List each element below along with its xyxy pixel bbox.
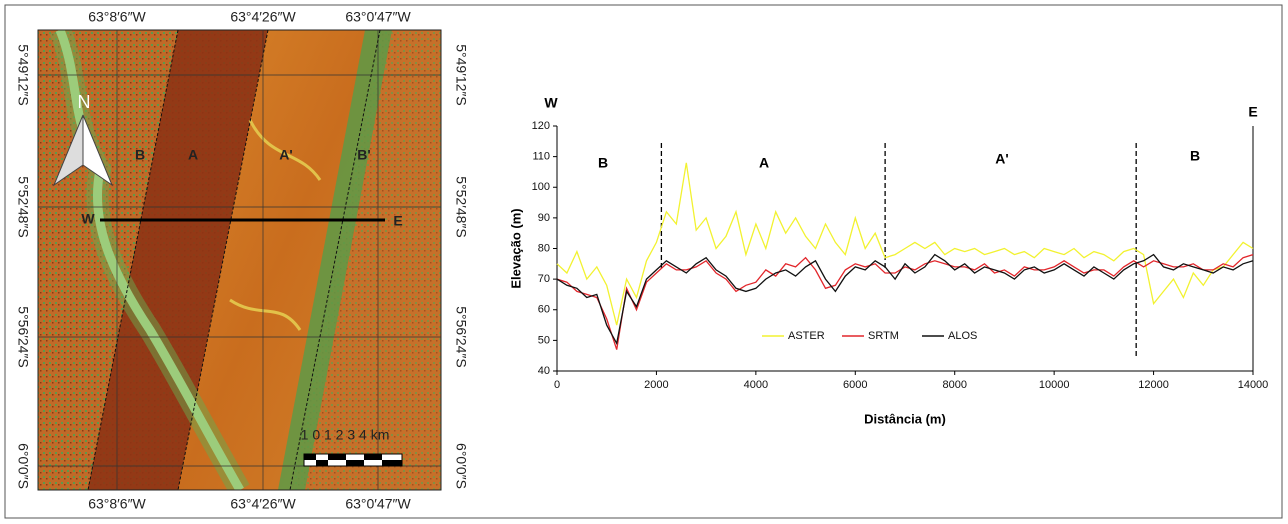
annotation: B — [1190, 148, 1200, 164]
north-label: N — [78, 92, 91, 112]
map-left-label: 5°49′12″S — [15, 44, 31, 105]
y-tick-label: 110 — [532, 151, 550, 163]
map-bottom-label: 63°0′47″W — [345, 496, 411, 512]
map-zone-label: A' — [279, 147, 292, 163]
x-tick-label: 14000 — [1238, 379, 1269, 391]
scene-boundaries — [87, 29, 381, 491]
transect-label: E — [393, 213, 402, 229]
map-right-label: 5°52′48″S — [453, 176, 469, 237]
x-tick-label: 2000 — [644, 379, 668, 391]
legend-label: ALOS — [948, 330, 977, 342]
map-right-label: 5°56′24″S — [453, 306, 469, 367]
map-top-label: 63°0′47″W — [345, 9, 411, 25]
y-tick-label: 120 — [532, 120, 550, 132]
y-tick-label: 40 — [538, 365, 550, 377]
series-line — [556, 253, 1254, 346]
map-bottom-label: 63°4′26″W — [230, 496, 296, 512]
transect-label: W — [81, 211, 95, 227]
series-line — [556, 162, 1254, 326]
map-right-label: 5°49′12″S — [453, 44, 469, 105]
y-tick-label: 80 — [538, 242, 550, 254]
map-zone-label: B' — [357, 147, 370, 163]
legend-label: ASTER — [788, 330, 825, 342]
y-tick-label: 90 — [538, 212, 550, 224]
map-left-label: 5°52′48″S — [15, 176, 31, 237]
x-tick-label: 0 — [554, 379, 560, 391]
x-tick-label: 8000 — [942, 379, 966, 391]
x-tick-label: 10000 — [1039, 379, 1070, 391]
graticule — [38, 30, 441, 490]
y-tick-label: 60 — [538, 304, 550, 316]
y-axis-title: Elevação (m) — [508, 208, 523, 288]
north-arrow — [52, 114, 114, 187]
annotation: W — [544, 95, 558, 111]
map-left-label: 5°56′24″S — [15, 306, 31, 367]
map-image — [38, 30, 441, 490]
map-frame — [37, 29, 442, 491]
map-top-label: 63°4′26″W — [230, 9, 296, 25]
map-left-label: 6°0′0″S — [15, 443, 31, 489]
map-bottom-label: 63°8′6″W — [88, 496, 146, 512]
x-tick-label: 6000 — [843, 379, 867, 391]
y-tick-label: 70 — [538, 273, 550, 285]
legend-label: SRTM — [868, 330, 899, 342]
annotation: E — [1248, 104, 1257, 120]
map-zone-label: A — [188, 147, 198, 163]
scale-bar — [303, 453, 403, 467]
annotation: A — [759, 155, 769, 171]
annotation: B — [598, 155, 608, 171]
x-tick-label: 12000 — [1138, 379, 1169, 391]
x-tick-label: 4000 — [744, 379, 768, 391]
map-top-label: 63°8′6″W — [88, 9, 146, 25]
y-tick-label: 100 — [532, 181, 550, 193]
annotation: A' — [995, 151, 1008, 167]
scale-label: 1 0 1 2 3 4 km — [301, 427, 390, 443]
x-axis-title: Distância (m) — [864, 411, 946, 426]
map-right-label: 6°0′0″S — [453, 443, 469, 489]
y-tick-label: 50 — [538, 334, 550, 346]
map-zone-label: B — [135, 147, 145, 163]
